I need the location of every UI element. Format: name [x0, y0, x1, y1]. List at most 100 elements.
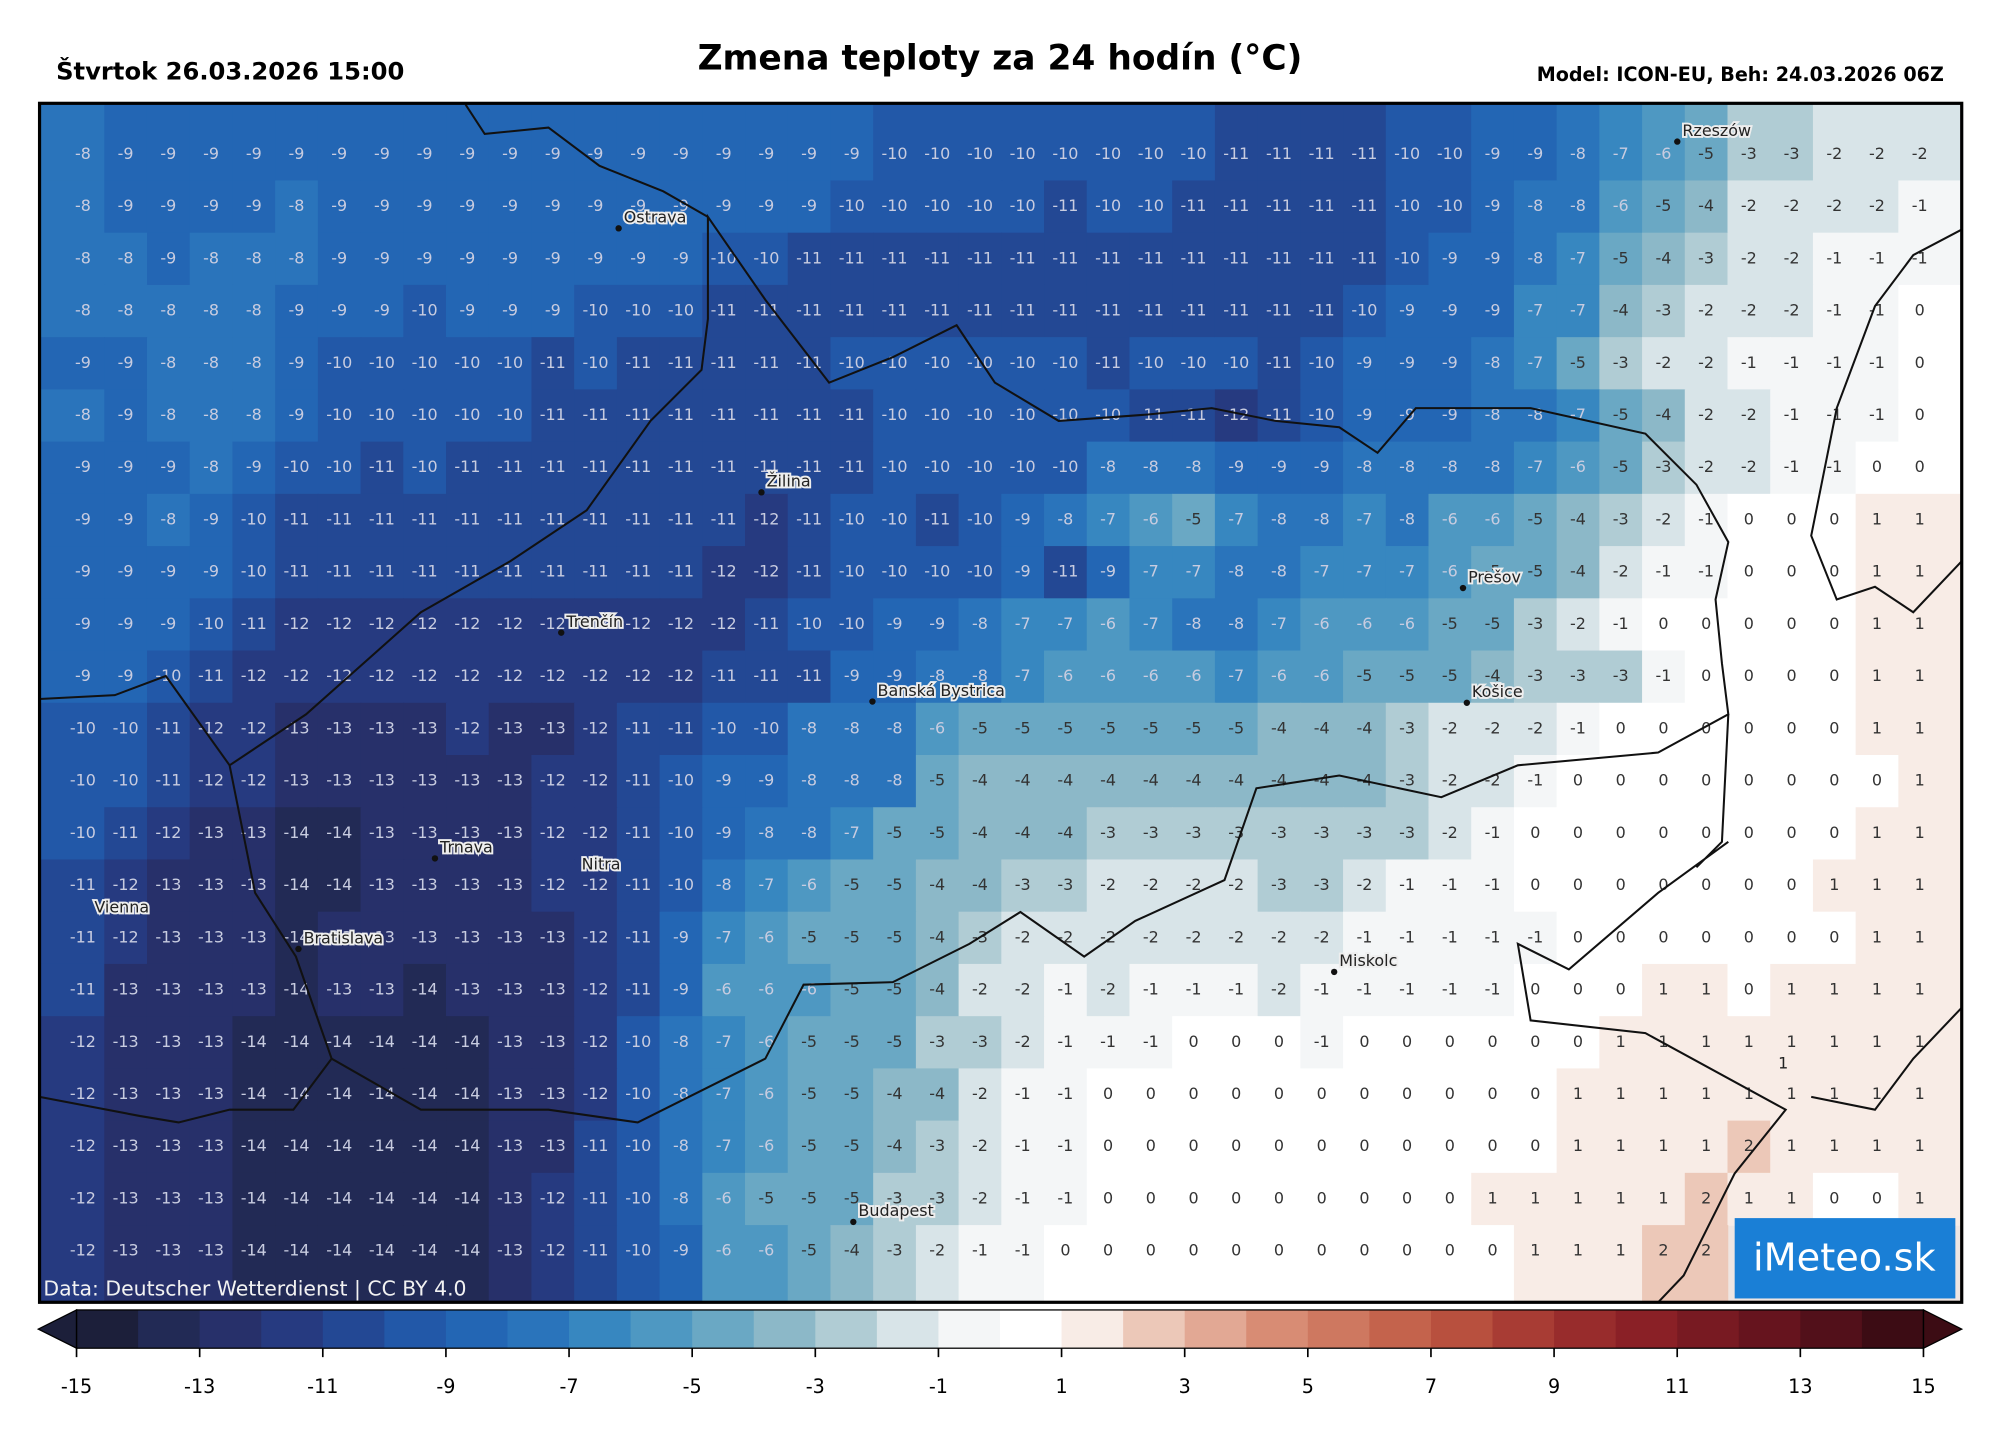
cell — [189, 389, 234, 443]
value-label: 0 — [1829, 509, 1839, 528]
value-label: -13 — [369, 927, 395, 946]
cell — [1385, 1120, 1430, 1174]
value-label: 1 — [1915, 823, 1925, 842]
cell — [1086, 1068, 1131, 1122]
cell — [1770, 1068, 1814, 1122]
cell — [488, 389, 533, 443]
cell — [403, 650, 447, 704]
cell — [1684, 180, 1729, 234]
value-label: -2 — [1442, 823, 1458, 842]
city-label: Budapest — [858, 1201, 933, 1220]
cell — [1086, 1172, 1131, 1226]
value-label: 1 — [1915, 509, 1925, 528]
cell — [275, 755, 319, 808]
value-label: -12 — [540, 875, 566, 894]
value-label: -14 — [412, 1032, 438, 1051]
value-label: -5 — [844, 1136, 860, 1155]
value-label: 1 — [1915, 666, 1925, 685]
cell — [531, 911, 575, 965]
value-label: -12 — [711, 614, 737, 633]
cell — [616, 598, 661, 652]
value-label: -13 — [198, 1032, 224, 1051]
cell — [1471, 1172, 1515, 1226]
city-label: Trnava — [439, 838, 493, 857]
value-label: -5 — [1655, 196, 1671, 215]
value-label: -9 — [118, 144, 134, 163]
value-label: -1 — [1912, 196, 1928, 215]
cell — [1257, 493, 1302, 547]
value-label: -11 — [582, 405, 608, 424]
cell — [873, 103, 917, 182]
cell — [958, 598, 1003, 652]
cell — [1684, 807, 1729, 861]
cell — [1428, 755, 1472, 808]
value-label: -11 — [1351, 196, 1377, 215]
cell — [1001, 1225, 1045, 1304]
value-label: -9 — [75, 666, 91, 685]
cell — [189, 337, 234, 391]
cell — [1855, 911, 1900, 965]
cell — [189, 911, 234, 965]
cell — [1855, 493, 1900, 547]
cell — [702, 337, 746, 391]
value-label: 0 — [1530, 823, 1540, 842]
colorbar-tick-label: 7 — [1425, 1375, 1437, 1398]
cell — [275, 911, 319, 965]
cell — [616, 702, 661, 756]
cell — [1898, 598, 1963, 652]
cell — [1556, 1225, 1601, 1304]
value-label: -11 — [753, 614, 779, 633]
value-label: -11 — [497, 562, 523, 581]
cell — [1172, 1225, 1216, 1304]
value-label: -5 — [1527, 509, 1543, 528]
value-label: 1 — [1872, 614, 1882, 633]
value-label: -2 — [1015, 927, 1031, 946]
cell — [1599, 702, 1643, 756]
cell — [317, 232, 362, 286]
cell — [1770, 180, 1814, 234]
cell — [360, 1120, 405, 1174]
cell — [1471, 493, 1515, 547]
value-label: -9 — [246, 144, 262, 163]
value-label: -11 — [668, 509, 694, 528]
cell — [1172, 1016, 1216, 1070]
value-label: 1 — [1915, 927, 1925, 946]
value-label: -2 — [929, 1241, 945, 1260]
value-label: -11 — [454, 509, 480, 528]
cell — [1898, 963, 1963, 1017]
cell — [787, 1225, 832, 1304]
value-label: -7 — [1527, 457, 1543, 476]
value-label: -11 — [668, 718, 694, 737]
cell — [317, 1172, 362, 1226]
cell — [958, 702, 1003, 756]
cell — [1086, 650, 1131, 704]
value-label: -13 — [369, 823, 395, 842]
cell — [745, 911, 789, 965]
value-label: -2 — [1314, 927, 1330, 946]
value-label: -11 — [540, 353, 566, 372]
value-label: 0 — [1188, 1032, 1198, 1051]
value-label: -8 — [1527, 248, 1543, 267]
cell — [1343, 337, 1387, 391]
cell — [1044, 859, 1088, 913]
cell — [1001, 180, 1045, 234]
cell — [1513, 807, 1558, 861]
cell — [1556, 963, 1601, 1017]
value-label: -1 — [1015, 1241, 1031, 1260]
value-label: -9 — [246, 196, 262, 215]
value-label: 0 — [1103, 1084, 1113, 1103]
cell — [1343, 598, 1387, 652]
cell — [1172, 702, 1216, 756]
value-label: -14 — [412, 1084, 438, 1103]
cell — [1471, 546, 1515, 600]
value-label: -1 — [1698, 509, 1714, 528]
cell — [1086, 546, 1131, 600]
cell — [1599, 1068, 1643, 1122]
value-label: 0 — [1744, 927, 1754, 946]
value-label: -14 — [241, 1241, 267, 1260]
value-label: -14 — [326, 1188, 352, 1207]
value-label: -2 — [1442, 771, 1458, 790]
value-label: 1 — [1829, 1084, 1839, 1103]
cell — [488, 493, 533, 547]
cell — [830, 755, 874, 808]
